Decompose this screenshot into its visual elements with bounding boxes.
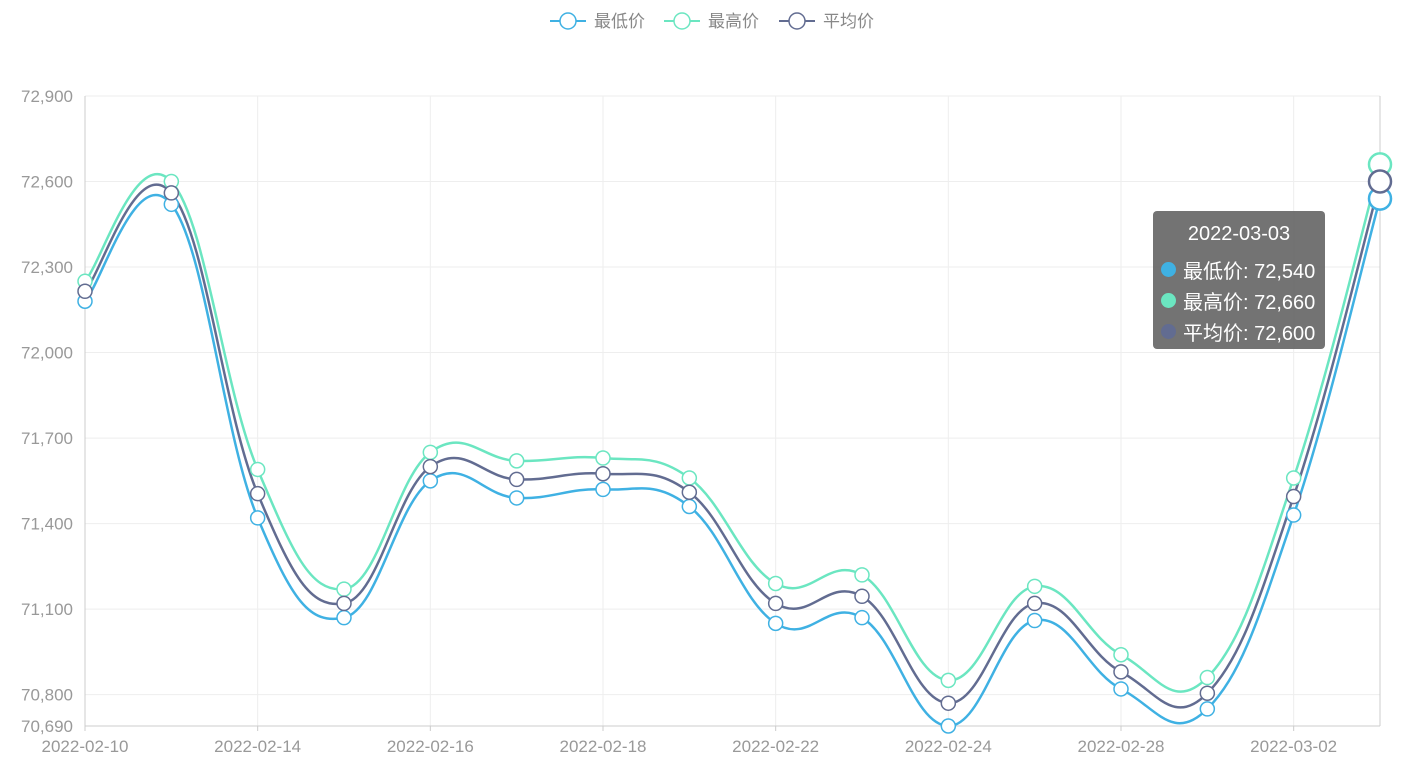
data-point-avg [422,458,439,475]
x-tick-label: 2022-02-14 [214,737,301,756]
data-point-high [1026,578,1043,595]
data-point-low [1285,507,1302,523]
legend-item-avg[interactable]: 平均价 [779,12,874,31]
data-point-avg [77,283,93,300]
tooltip-row-avg: 平均价: 72,600 [1161,316,1325,347]
y-tick-label: 72,900 [21,87,73,106]
data-point-avg [1113,664,1129,680]
data-point-avg [508,471,525,488]
data-point-high [1113,646,1129,663]
series-group [77,152,1393,734]
tooltip-dot-high [1161,293,1176,308]
data-point-avg [1199,685,1216,701]
data-point-avg [1285,488,1302,505]
data-point-high [940,672,957,689]
legend-marker-icon [673,12,691,30]
data-point-avg [163,185,180,201]
data-point-high [681,470,698,486]
x-tick-label: 2022-02-10 [42,737,129,756]
x-tick-label: 2022-02-22 [732,737,819,756]
data-point-low [595,481,611,498]
data-point-low [940,718,957,734]
y-tick-label: 72,300 [21,258,73,277]
tooltip-text-avg: 平均价: 72,600 [1183,323,1316,345]
data-point-low [422,473,439,489]
data-point-low [1113,681,1129,697]
legend-marker-icon [559,12,577,30]
data-point-avg [336,595,352,612]
tooltip-text-low: 最低价: 72,540 [1183,261,1316,283]
data-point-low [854,609,870,626]
data-point-low [336,609,352,626]
data-point-high [767,575,784,592]
data-point-low [1026,612,1043,629]
x-tick-label: 2022-03-02 [1250,737,1337,756]
axes: 70,690 70,800 71,100 71,400 71,700 72,000 72,3… [21,87,1381,756]
legend-marker-icon [788,12,806,30]
data-point-low [681,498,698,515]
data-point-low [767,615,784,632]
legend[interactable]: 最低价 最高价 平均价 [550,12,874,31]
data-point-avg [1367,169,1393,194]
data-point-avg [595,465,611,482]
y-tick-label: 71,100 [21,600,73,619]
legend-label: 平均价 [823,12,874,31]
y-tick-label: 72,000 [21,344,73,363]
data-point-high [1285,470,1302,486]
y-tick-label: 72,600 [21,173,73,192]
data-point-avg [854,588,870,605]
data-point-avg [681,484,698,500]
tooltip-row-high: 最高价: 72,660 [1161,285,1325,316]
data-point-high [422,444,439,461]
legend-label: 最低价 [594,12,645,31]
x-tick-label: 2022-02-24 [905,737,992,756]
tooltip-row-low: 最低价: 72,540 [1161,254,1325,285]
data-point-avg [940,695,957,711]
data-point-high [508,453,525,469]
legend-item-high[interactable]: 最高价 [664,12,759,31]
data-point-avg [1026,595,1043,612]
tooltip-dot-avg [1161,324,1176,339]
data-point-low [249,510,266,526]
data-point-high [249,461,266,478]
x-tick-label: 2022-02-28 [1078,737,1165,756]
tooltip-date: 2022-03-03 [1187,223,1291,245]
tooltip-text-high: 最高价: 72,660 [1183,292,1316,314]
y-tick-label: 71,700 [21,429,73,448]
x-tick-label: 2022-02-18 [560,737,647,756]
data-point-high [854,567,870,583]
y-tick-label: 70,800 [21,686,73,705]
data-point-high [1199,669,1216,686]
data-point-high [595,450,611,466]
data-point-high [336,581,352,597]
legend-label: 最高价 [708,12,759,31]
tooltip: 2022-03-03 最低价: 72,540 最高价: 72,660 平均价: … [1153,211,1325,349]
grid-lines [85,95,1380,726]
x-tick-label: 2022-02-16 [387,737,474,756]
legend-item-low[interactable]: 最低价 [550,12,645,31]
data-point-avg [767,595,784,612]
data-point-low [508,490,525,506]
data-point-avg [249,485,266,502]
data-point-low [1199,701,1216,717]
y-tick-label: 70,690 [21,717,73,736]
tooltip-dot-low [1161,262,1176,277]
y-tick-label: 71,400 [21,515,73,534]
